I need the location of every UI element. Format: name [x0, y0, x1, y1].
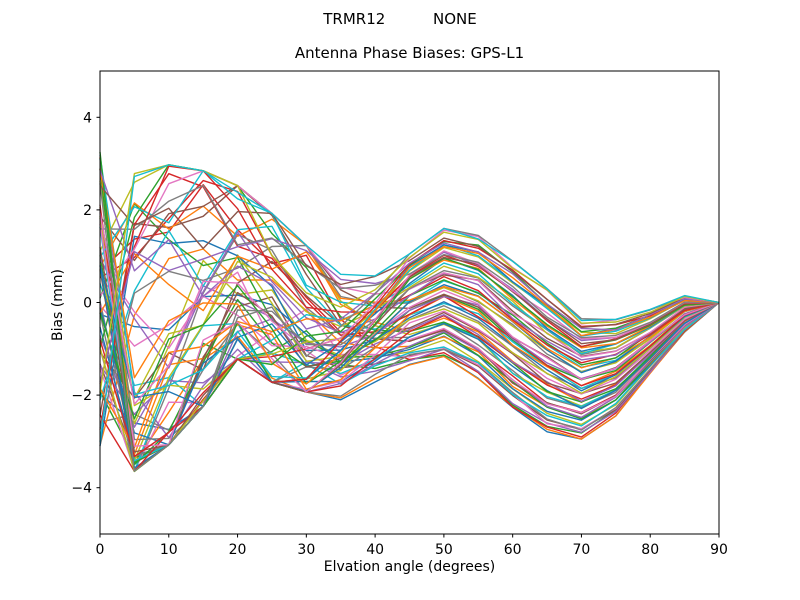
bias-curve [99, 235, 720, 447]
bias-curve [99, 184, 720, 339]
x-tick-label: 10 [160, 542, 178, 558]
x-tick-label: 30 [297, 542, 315, 558]
x-axis-label: Elvation angle (degrees) [323, 559, 496, 575]
bias-curve [99, 296, 720, 458]
x-tick-label: 0 [96, 542, 105, 558]
bias-curve [99, 223, 720, 447]
bias-curve [99, 247, 720, 453]
axis-ticks: 0 10 20 30 40 50 60 70 80 90 −4 −2 0 2 4 [71, 110, 728, 558]
bias-curve [99, 215, 720, 426]
bias-curve [99, 301, 720, 415]
y-tick-label: −4 [71, 481, 92, 497]
y-tick-label: 0 [83, 296, 92, 312]
x-tick-label: 80 [641, 542, 659, 558]
bias-curve [99, 183, 720, 438]
bias-curve [99, 202, 720, 420]
x-tick-label: 20 [229, 542, 247, 558]
bias-curve [99, 155, 720, 396]
x-tick-label: 40 [366, 542, 384, 558]
x-tick-label: 70 [573, 542, 591, 558]
y-tick-label: 4 [83, 110, 92, 126]
x-tick-label: 60 [504, 542, 522, 558]
x-tick-label: 90 [710, 542, 728, 558]
bias-curve [99, 231, 720, 369]
x-tick-label: 50 [435, 542, 453, 558]
figure-suptitle: TRMR12 NONE [323, 10, 477, 28]
y-tick-label: −2 [71, 388, 92, 404]
y-tick-label: 2 [83, 203, 92, 219]
bias-curve [99, 164, 720, 442]
bias-curve [99, 185, 720, 329]
axes-title: Antenna Phase Biases: GPS-L1 [294, 44, 525, 62]
bias-curve [99, 169, 720, 331]
bias-curves [99, 151, 720, 473]
